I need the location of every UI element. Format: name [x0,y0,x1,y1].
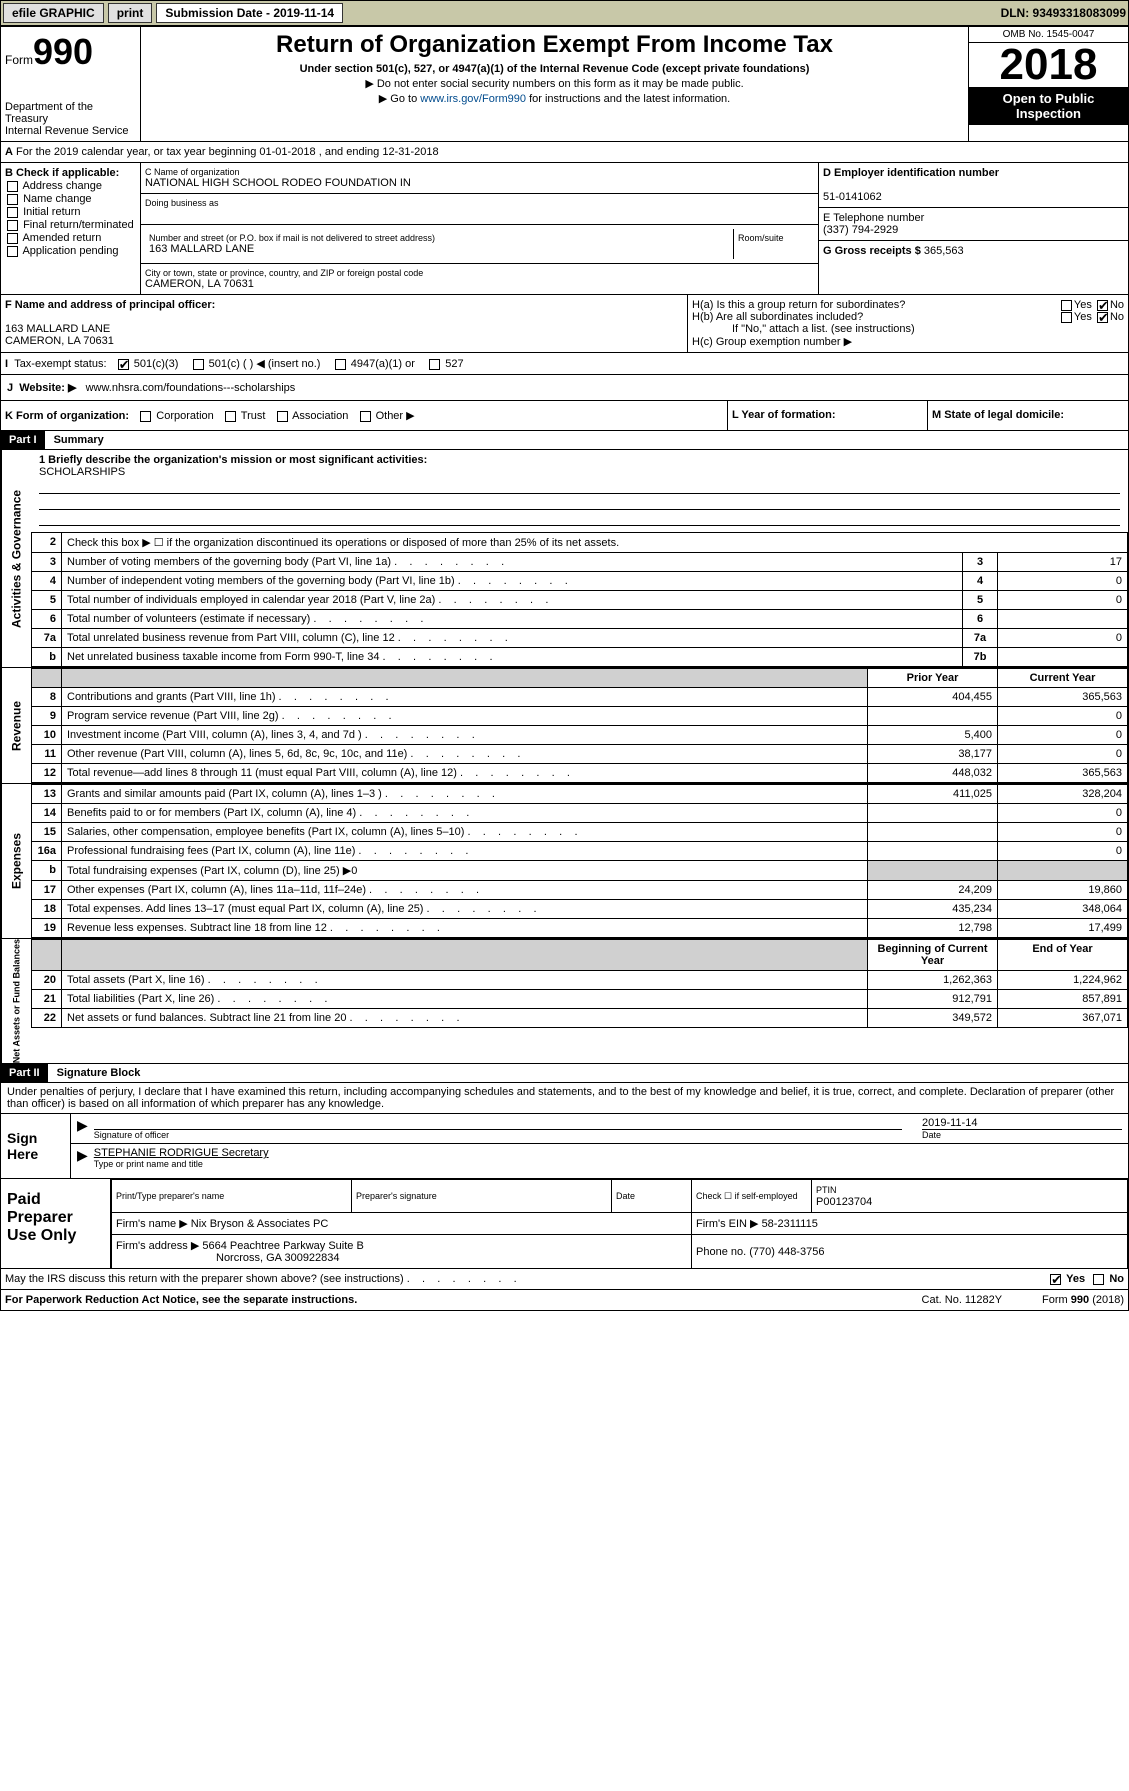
footer-cat: Cat. No. 11282Y [922,1294,1003,1306]
cb-initial[interactable]: Initial return [23,206,80,218]
org-address: 163 MALLARD LANE [149,243,729,255]
dln: DLN: 93493318083099 [1001,6,1126,20]
dba-label: Doing business as [145,198,814,208]
opt-assoc[interactable]: Association [292,410,348,422]
irs-link[interactable]: www.irs.gov/Form990 [420,93,526,105]
firm-name: Nix Bryson & Associates PC [191,1218,329,1230]
vtab-governance: Activities & Governance [1,450,31,667]
opt-trust[interactable]: Trust [241,410,266,422]
open-inspection: Open to Public Inspection [969,87,1128,125]
hb-note: If "No," attach a list. (see instruction… [692,323,1124,335]
vtab-expenses: Expenses [1,784,31,938]
hc-label: H(c) Group exemption number ▶ [692,335,1124,348]
org-name: NATIONAL HIGH SCHOOL RODEO FOUNDATION IN [145,177,814,189]
firm-phone: (770) 448-3756 [749,1246,824,1258]
website-value: www.nhsra.com/foundations---scholarships [86,382,296,394]
opt-527[interactable]: 527 [445,358,463,370]
year-formation-label: L Year of formation: [732,409,836,421]
org-name-label: C Name of organization [145,167,814,177]
note-goto-post: for instructions and the latest informat… [526,93,730,105]
firm-ein-label: Firm's EIN ▶ [696,1218,759,1230]
website-label: Website: ▶ [19,382,76,394]
prep-label: Paid Preparer Use Only [1,1179,111,1268]
footer-form: Form 990 (2018) [1042,1294,1124,1306]
line-a: A For the 2019 calendar year, or tax yea… [1,142,1128,163]
officer-addr1: 163 MALLARD LANE [5,323,110,335]
prep-h4a: Check ☐ if self-employed [696,1191,798,1201]
tax-year: 2018 [969,43,1128,87]
cb-amended[interactable]: Amended return [22,232,101,244]
city-label: City or town, state or province, country… [145,268,814,278]
mission-q: 1 Briefly describe the organization's mi… [39,454,427,466]
formorg-label: K Form of organization: [5,410,129,422]
part2-lbl: Signature Block [51,1064,147,1082]
firm-addr-label: Firm's address ▶ [116,1240,199,1252]
firm-label: Firm's name ▶ [116,1218,188,1230]
org-city: CAMERON, LA 70631 [145,278,814,290]
print-btn[interactable]: print [108,3,153,23]
opt-501c[interactable]: 501(c) ( ) ◀ (insert no.) [209,358,321,370]
addr-label: Number and street (or P.O. box if mail i… [149,233,729,243]
part1-hdr: Part I [1,431,45,449]
note-goto-pre: ▶ Go to [379,93,420,105]
cb-pending[interactable]: Application pending [22,245,118,257]
form-title: Return of Organization Exempt From Incom… [149,31,960,59]
prep-h2: Preparer's signature [356,1191,437,1201]
footer-left: For Paperwork Reduction Act Notice, see … [5,1294,357,1306]
cb-final[interactable]: Final return/terminated [23,219,134,231]
prep-h3: Date [616,1191,635,1201]
vtab-netassets: Net Assets or Fund Balances [1,939,31,1063]
gross-label: G Gross receipts $ [823,245,921,257]
dept-label: Department of the Treasury Internal Reve… [5,101,136,137]
sig-name: STEPHANIE RODRIGUE Secretary [94,1147,1122,1159]
firm-addr1: 5664 Peachtree Parkway Suite B [202,1240,363,1252]
note-ssn: ▶ Do not enter social security numbers o… [149,77,960,90]
officer-label: F Name and address of principal officer: [5,299,215,311]
opt-4947[interactable]: 4947(a)(1) or [351,358,415,370]
opt-corp[interactable]: Corporation [156,410,213,422]
sig-date: 2019-11-14 [922,1117,1122,1129]
cb-address[interactable]: Address change [22,180,102,192]
part1-lbl: Summary [48,431,110,449]
opt-501c3[interactable]: 501(c)(3) [134,358,179,370]
sig-date-label: Date [922,1129,1122,1140]
room-label: Room/suite [738,233,810,243]
gross-value: 365,563 [924,245,964,257]
form-label: Form [5,53,33,67]
state-domicile-label: M State of legal domicile: [932,409,1064,421]
officer-addr2: CAMERON, LA 70631 [5,335,114,347]
phone-label: E Telephone number [823,212,924,224]
sig-officer-label: Signature of officer [94,1129,902,1140]
cb-name[interactable]: Name change [23,193,92,205]
ha-label: H(a) Is this a group return for subordin… [692,299,905,311]
ein-value: 51-0141062 [823,191,882,203]
vtab-revenue: Revenue [1,668,31,783]
mission-a: SCHOLARSHIPS [39,466,125,478]
discuss-text: May the IRS discuss this return with the… [5,1273,517,1285]
submission-date: Submission Date - 2019-11-14 [156,3,343,23]
box-b-label: B Check if applicable: [5,167,119,179]
firm-addr2: Norcross, GA 300922834 [216,1252,340,1264]
tax-status-label: Tax-exempt status: [14,358,106,370]
hb-label: H(b) Are all subordinates included? [692,311,863,323]
prep-h4b: PTIN [816,1185,837,1195]
efile-btn[interactable]: efile GRAPHIC [3,3,104,23]
sig-name-label: Type or print name and title [94,1159,1122,1169]
phone-value: (337) 794-2929 [823,224,898,236]
opt-other[interactable]: Other ▶ [376,410,415,422]
prep-h1: Print/Type preparer's name [116,1191,224,1201]
form-subtitle: Under section 501(c), 527, or 4947(a)(1)… [149,63,960,75]
prep-ptin: P00123704 [816,1196,872,1208]
form-number: 990 [33,31,93,72]
ein-label: D Employer identification number [823,167,999,179]
firm-phone-label: Phone no. [696,1246,746,1258]
perjury-text: Under penalties of perjury, I declare th… [1,1083,1128,1114]
firm-ein: 58-2311115 [762,1218,818,1230]
part2-hdr: Part II [1,1064,48,1082]
sign-here-label: Sign Here [1,1114,71,1178]
